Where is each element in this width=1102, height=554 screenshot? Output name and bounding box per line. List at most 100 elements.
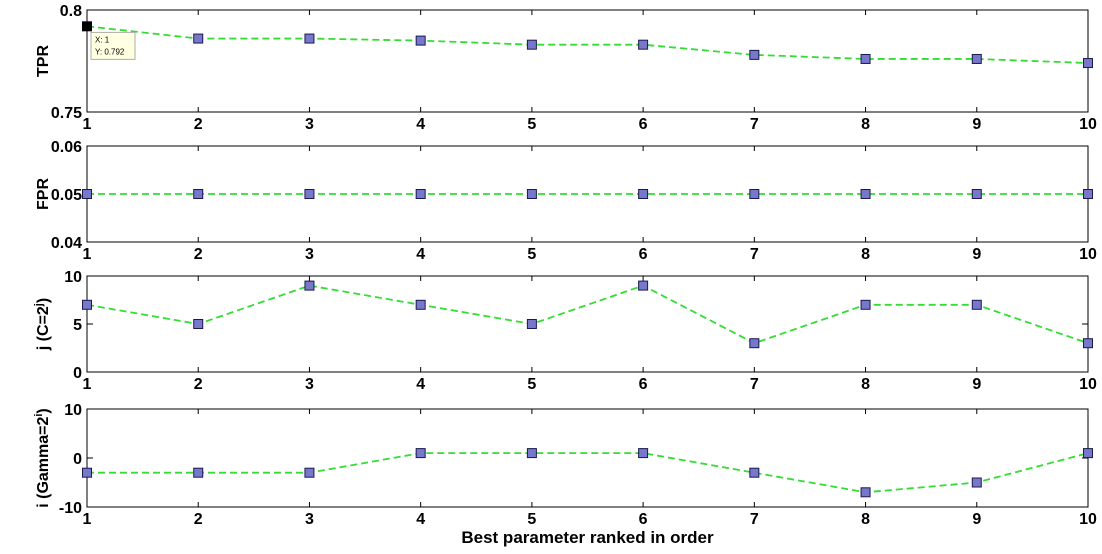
series-line-tpr [86, 25, 1089, 64]
x-tick-label: 2 [194, 511, 203, 528]
data-point [304, 33, 315, 44]
x-tick-label: 10 [1079, 376, 1097, 393]
x-tick-label: 4 [416, 116, 425, 133]
datatip-box [90, 31, 136, 60]
data-point [638, 280, 649, 291]
x-tick-label: 4 [416, 246, 425, 263]
data-point [860, 53, 871, 64]
data-point [304, 467, 315, 478]
x-tick-label: 9 [972, 116, 981, 133]
axes-gamma [86, 408, 1089, 508]
data-point [82, 189, 92, 199]
series-line-c [86, 284, 1089, 345]
data-point [526, 319, 537, 329]
x-tick-label: 8 [861, 246, 870, 263]
x-tick-label: 1 [83, 116, 92, 133]
x-tick-label: 6 [639, 376, 648, 393]
x-tick-label: 3 [305, 376, 314, 393]
y-tick-label: 0.06 [51, 139, 82, 156]
data-point [1083, 448, 1093, 459]
x-tick-label: 5 [527, 376, 536, 393]
data-point [193, 467, 204, 478]
x-tick-label: 3 [305, 116, 314, 133]
x-tick-label: 2 [194, 116, 203, 133]
x-tick-label: 5 [527, 116, 536, 133]
x-axis-label: Best parameter ranked in order [461, 528, 714, 547]
data-point [1083, 338, 1093, 349]
x-tick-label: 2 [194, 376, 203, 393]
x-tick-label: 6 [639, 246, 648, 263]
datatip-y: Y: 0.792 [95, 47, 125, 56]
y-tick-label: 0 [73, 365, 82, 382]
y-axis-label-tpr: TPR [35, 45, 52, 77]
data-point [860, 487, 871, 498]
data-point [415, 189, 426, 199]
data-point [415, 299, 426, 310]
series-line-gamma [87, 452, 1089, 494]
x-tick-label: 5 [527, 511, 536, 528]
x-tick-label: 6 [639, 116, 648, 133]
data-point [971, 477, 982, 488]
data-point [1083, 58, 1093, 69]
data-point [1083, 189, 1093, 199]
data-point [82, 21, 92, 32]
y-tick-label: 0.05 [51, 187, 82, 204]
x-tick-label: 3 [305, 511, 314, 528]
x-tick-label: 7 [750, 511, 759, 528]
x-tick-label: 7 [750, 246, 759, 263]
x-tick-label: 8 [861, 116, 870, 133]
x-tick-label: 10 [1079, 246, 1097, 263]
x-tick-label: 6 [639, 511, 648, 528]
x-tick-label: 9 [972, 376, 981, 393]
data-point [526, 39, 537, 50]
axes-c [86, 275, 1089, 373]
y-axis-label-gamma: i (Gamma=2i) [33, 408, 52, 508]
data-point [860, 189, 871, 199]
x-tick-label: 4 [416, 376, 425, 393]
data-point [749, 49, 760, 60]
data-point [193, 319, 204, 329]
y-tick-label: 0.04 [51, 235, 82, 252]
data-point [304, 189, 315, 199]
x-tick-label: 3 [305, 246, 314, 263]
y-tick-label: 5 [73, 317, 82, 334]
data-point [638, 189, 649, 199]
axes-tpr [86, 9, 1089, 113]
data-point [82, 299, 92, 310]
x-tick-label: 10 [1079, 511, 1097, 528]
data-point [526, 448, 537, 459]
y-axis-label-c: j (C=2j) [33, 298, 52, 351]
data-point [638, 39, 649, 50]
x-tick-label: 9 [972, 511, 981, 528]
x-tick-label: 1 [83, 246, 92, 263]
data-point [415, 448, 426, 459]
data-point [193, 189, 204, 199]
x-tick-label: 10 [1079, 116, 1097, 133]
x-tick-label: 1 [83, 376, 92, 393]
y-axis-label-fpr: FPR [35, 178, 52, 210]
y-tick-label: -10 [59, 500, 82, 517]
data-point [638, 448, 649, 459]
data-point [82, 467, 92, 478]
y-tick-label: 0.75 [51, 105, 82, 122]
data-point [415, 35, 426, 46]
x-tick-label: 1 [83, 511, 92, 528]
data-point [749, 189, 760, 199]
data-point [860, 299, 871, 310]
x-tick-label: 9 [972, 246, 981, 263]
data-point [526, 189, 537, 199]
x-tick-label: 7 [750, 376, 759, 393]
x-tick-label: 2 [194, 246, 203, 263]
data-point [304, 280, 315, 291]
x-tick-label: 7 [750, 116, 759, 133]
data-point [749, 467, 760, 478]
data-point [749, 338, 760, 349]
y-tick-label: 0.8 [60, 3, 82, 20]
datatip-x: X: 1 [95, 35, 110, 44]
x-tick-label: 4 [416, 511, 425, 528]
data-point [971, 189, 982, 199]
data-point [971, 53, 982, 64]
x-tick-label: 8 [861, 376, 870, 393]
x-tick-label: 8 [861, 511, 870, 528]
